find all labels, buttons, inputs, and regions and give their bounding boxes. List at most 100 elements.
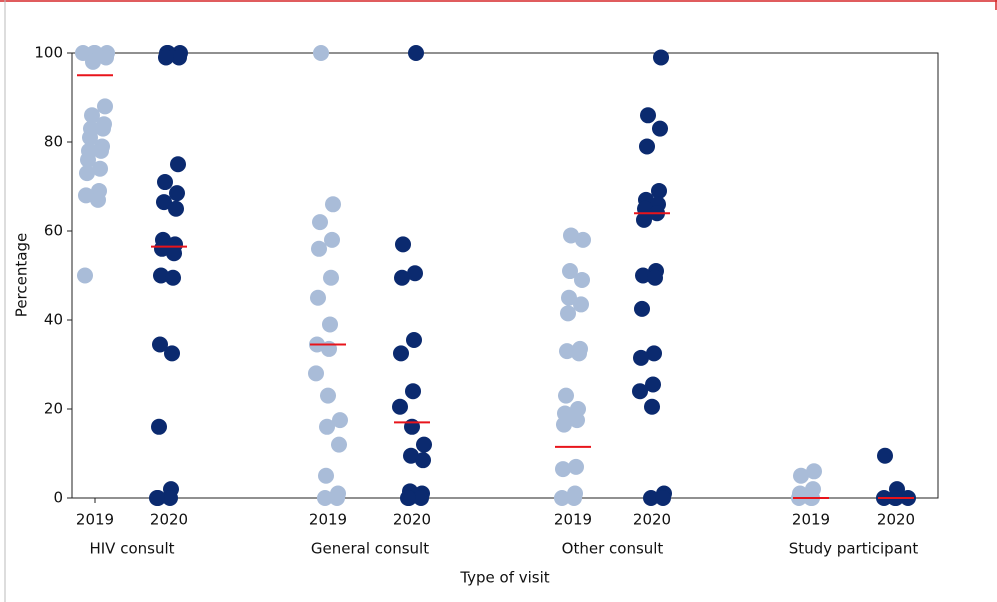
- data-point: [416, 436, 432, 453]
- data-point: [162, 490, 178, 506]
- data-point: [634, 300, 650, 317]
- data-point: [569, 412, 585, 429]
- data-point: [573, 296, 589, 313]
- x-tick-label: 2020: [150, 511, 188, 529]
- data-point: [407, 265, 423, 282]
- data-point: [169, 185, 185, 202]
- data-point: [308, 365, 324, 382]
- data-point: [406, 332, 422, 349]
- data-point: [320, 387, 336, 404]
- data-point: [394, 269, 410, 286]
- y-tick-label: 20: [44, 400, 63, 418]
- data-point: [324, 231, 340, 248]
- data-point: [313, 45, 329, 61]
- data-point: [319, 418, 335, 435]
- data-point: [310, 289, 326, 306]
- y-tick-label: 60: [44, 222, 63, 240]
- data-point: [166, 245, 182, 262]
- data-point: [312, 214, 328, 231]
- data-point: [152, 336, 168, 353]
- data-point: [554, 490, 570, 506]
- data-point: [158, 49, 174, 66]
- data-point: [165, 269, 181, 286]
- data-point: [151, 418, 167, 435]
- data-point: [153, 267, 169, 284]
- data-point: [400, 490, 416, 506]
- data-point: [325, 196, 341, 213]
- x-tick-label: 2020: [877, 511, 915, 529]
- data-point: [636, 211, 652, 228]
- data-point: [77, 267, 93, 284]
- x-tick-label: 2019: [309, 511, 347, 529]
- data-point: [149, 490, 165, 506]
- data-point: [566, 490, 582, 506]
- data-point: [164, 345, 180, 362]
- group-label: Other consult: [562, 540, 664, 558]
- data-point: [331, 436, 347, 453]
- data-point: [311, 240, 327, 257]
- data-point: [317, 490, 333, 506]
- group-label: Study participant: [789, 540, 919, 558]
- data-point: [82, 129, 98, 146]
- data-point: [79, 165, 95, 182]
- data-point: [632, 383, 648, 400]
- data-point: [413, 490, 429, 506]
- data-point: [571, 345, 587, 362]
- data-point: [651, 182, 667, 199]
- data-point: [404, 418, 420, 435]
- data-point: [644, 398, 660, 415]
- data-point: [168, 200, 184, 217]
- plot-box: [71, 52, 939, 499]
- data-point: [415, 452, 431, 469]
- data-point: [171, 49, 187, 66]
- data-point: [562, 263, 578, 280]
- data-point: [170, 156, 186, 173]
- data-point: [652, 120, 668, 137]
- data-point: [393, 345, 409, 362]
- x-axis-label: Type of visit: [459, 569, 549, 587]
- data-point: [408, 45, 424, 61]
- data-point: [318, 467, 334, 484]
- data-point: [653, 49, 669, 66]
- data-point: [392, 398, 408, 415]
- data-point: [93, 142, 109, 159]
- data-point: [806, 463, 822, 480]
- x-tick-label: 2020: [633, 511, 671, 529]
- data-point: [95, 120, 111, 137]
- data-point: [574, 271, 590, 288]
- data-point: [332, 412, 348, 429]
- data-point: [90, 191, 106, 208]
- data-point: [157, 174, 173, 191]
- data-point: [639, 138, 655, 155]
- data-point: [403, 447, 419, 464]
- data-point: [405, 383, 421, 400]
- data-point: [575, 231, 591, 248]
- data-point: [97, 98, 113, 115]
- y-tick-label: 0: [53, 489, 63, 507]
- data-point: [793, 467, 809, 484]
- data-point: [556, 416, 572, 433]
- data-point: [78, 187, 94, 204]
- data-point: [655, 490, 671, 506]
- data-point: [154, 240, 170, 257]
- data-point: [323, 269, 339, 286]
- data-point: [646, 345, 662, 362]
- data-point: [395, 236, 411, 253]
- x-tick-label: 2020: [393, 511, 431, 529]
- data-point: [645, 376, 661, 393]
- data-point: [92, 160, 108, 177]
- data-point: [321, 340, 337, 357]
- y-tick-label: 100: [34, 44, 63, 62]
- data-point: [84, 107, 100, 124]
- data-point: [561, 289, 577, 306]
- data-point: [633, 349, 649, 366]
- y-tick-label: 80: [44, 133, 63, 151]
- y-axis-label: Percentage: [13, 233, 31, 317]
- x-tick-label: 2019: [554, 511, 592, 529]
- data-point: [559, 343, 575, 360]
- x-tick-label: 2019: [76, 511, 114, 529]
- data-point: [877, 447, 893, 464]
- data-point: [635, 267, 651, 284]
